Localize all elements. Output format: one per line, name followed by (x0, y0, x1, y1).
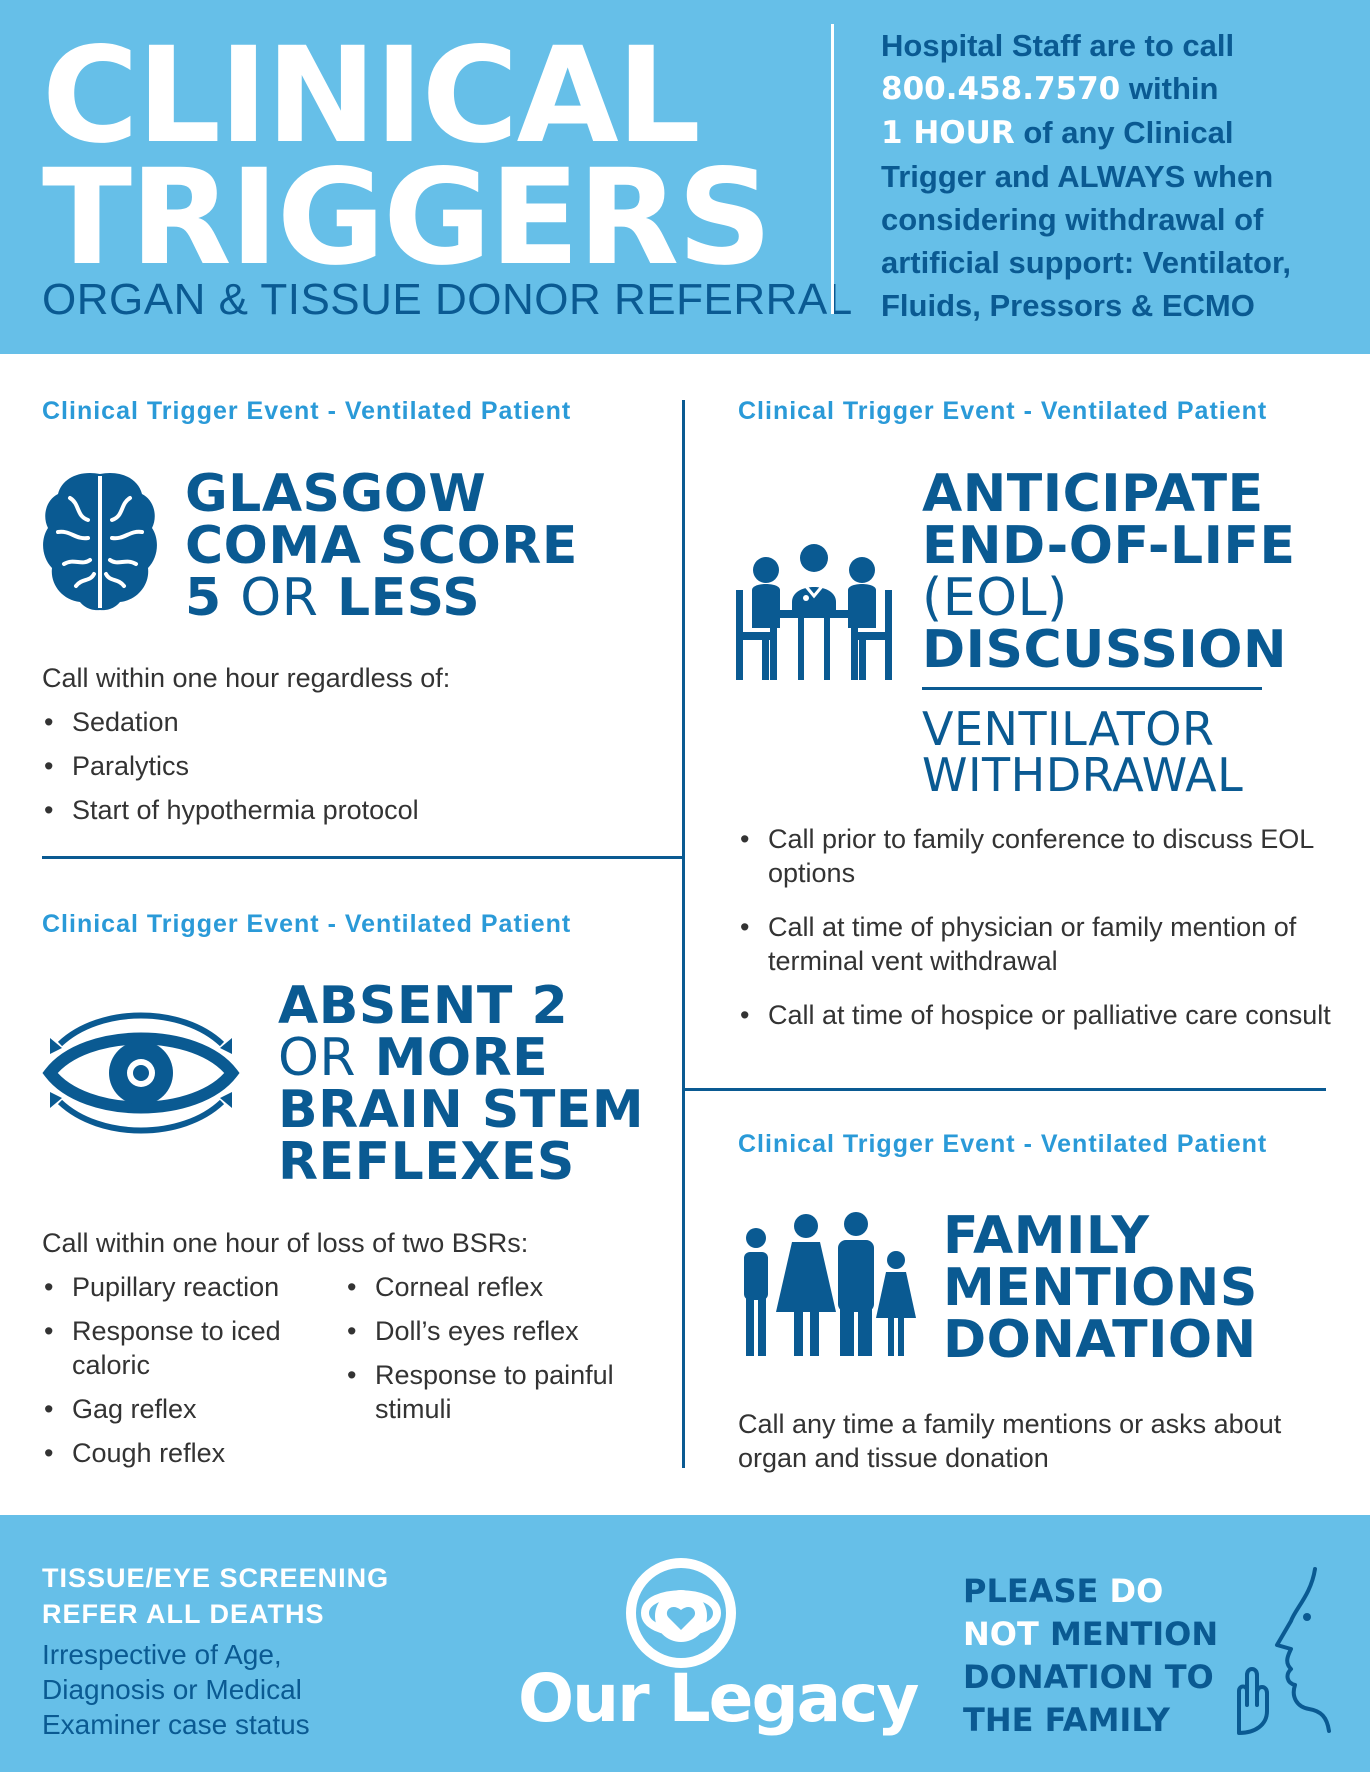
note-line-5: considering withdrawal of (881, 202, 1264, 237)
list-item: Start of hypothermia protocol (42, 793, 642, 827)
warn-line-1: PLEASE DO (963, 1570, 1223, 1613)
note-of-any: of any Clinical (1023, 115, 1234, 150)
eol-heading: ANTICIPATE END-OF-LIFE (EOL) DISCUSSION (922, 468, 1296, 676)
brainstem-heading-line-1: ABSENT 2 (278, 976, 569, 1036)
list-item: Response to iced caloric (42, 1314, 332, 1382)
glasgow-heading-line-3: 5 OR LESS (185, 572, 578, 624)
note-line-4: Trigger and ALWAYS when (881, 159, 1274, 194)
family-heading-line-1: FAMILY (943, 1206, 1150, 1266)
header-note: Hospital Staff are to call 800.458.7570 … (881, 24, 1341, 327)
list-item: Corneal reflex (345, 1270, 635, 1304)
family-heading: FAMILY MENTIONS DONATION (943, 1210, 1258, 1366)
list-item: Gag reflex (42, 1392, 332, 1426)
glasgow-five: 5 (185, 568, 222, 628)
glasgow-heading-line-2: COMA SCORE (185, 516, 578, 576)
glasgow-bullets: Sedation Paralytics Start of hypothermia… (42, 705, 642, 827)
list-item: Pupillary reaction (42, 1270, 332, 1304)
footer-screening: TISSUE/EYE SCREENING (42, 1563, 390, 1593)
list-item: Call at time of physician or family ment… (738, 910, 1338, 978)
center-divider (682, 400, 685, 1468)
family-conference-icon (736, 544, 892, 680)
brainstem-heading-line-3: BRAIN STEM (278, 1080, 645, 1140)
glasgow-or: OR (240, 568, 319, 628)
eol-bullets: Call prior to family conference to discu… (738, 822, 1338, 1032)
footer-banner: TISSUE/EYE SCREENING REFER ALL DEATHS Ir… (0, 1515, 1370, 1772)
logo-wordmark: Our Legacy (518, 1660, 919, 1737)
eol-heading-line-2: END-OF-LIFE (922, 516, 1296, 576)
note-line-2: 800.458.7570 within (881, 67, 1341, 111)
eol-heading-line-3: (EOL) (922, 568, 1068, 628)
warn-please: PLEASE (963, 1572, 1099, 1610)
eol-sub-line-1: VENTILATOR (922, 702, 1215, 756)
eol-tag: Clinical Trigger Event - Ventilated Pati… (738, 397, 1268, 425)
list-item: Cough reflex (42, 1436, 332, 1470)
warn-not: NOT (963, 1615, 1039, 1653)
eol-heading-line-4: DISCUSSION (922, 620, 1287, 680)
subtitle: ORGAN & TISSUE DONOR REFERRAL (42, 275, 853, 324)
eol-underline (922, 687, 1262, 690)
brainstem-intro: Call within one hour of loss of two BSRs… (42, 1228, 529, 1258)
brainstem-heading: ABSENT 2 OR MORE BRAIN STEM REFLEXES (278, 980, 644, 1188)
shush-face-icon (1237, 1567, 1331, 1735)
title-line-1: CLINICAL (42, 19, 701, 173)
glasgow-tag: Clinical Trigger Event - Ventilated Pati… (42, 397, 572, 425)
footer-warning: PLEASE DO NOT MENTION DONATION TO THE FA… (963, 1570, 1223, 1742)
right-section-divider (685, 1088, 1326, 1091)
list-item: Paralytics (42, 749, 642, 783)
warn-line-4: THE FAMILY (963, 1701, 1170, 1739)
brainstem-more: MORE (374, 1028, 549, 1088)
note-line-3: 1 HOUR of any Clinical (881, 111, 1341, 155)
list-item: Response to painful stimuli (345, 1358, 635, 1426)
left-section-divider (42, 856, 682, 859)
note-line-1: Hospital Staff are to call (881, 28, 1235, 63)
brainstem-bullets-left: Pupillary reaction Response to iced calo… (42, 1270, 332, 1470)
list-item: Doll’s eyes reflex (345, 1314, 635, 1348)
note-line-6: artificial support: Ventilator, (881, 245, 1291, 280)
our-legacy-logo-icon (626, 1558, 736, 1668)
glasgow-heading: GLASGOW COMA SCORE 5 OR LESS (185, 468, 578, 624)
warn-line-3: DONATION TO (963, 1658, 1214, 1696)
brainstem-tag: Clinical Trigger Event - Ventilated Pati… (42, 910, 572, 938)
title-line-2: TRIGGERS (42, 141, 772, 295)
one-hour: 1 HOUR (881, 115, 1015, 151)
brainstem-heading-line-2: OR MORE (278, 1032, 644, 1084)
footer-refer: REFER ALL DEATHS (42, 1599, 325, 1629)
glasgow-less: LESS (336, 568, 481, 628)
footer-irrespective: Irrespective of Age, Diagnosis or Medica… (42, 1639, 310, 1740)
header-divider (831, 24, 834, 314)
header-banner: CLINICAL TRIGGERS ORGAN & TISSUE DONOR R… (0, 0, 1370, 354)
family-tag: Clinical Trigger Event - Ventilated Pati… (738, 1130, 1268, 1158)
brainstem-heading-line-4: REFLEXES (278, 1132, 575, 1192)
warn-mention: MENTION (1049, 1615, 1219, 1653)
list-item: Sedation (42, 705, 642, 739)
note-line-7: Fluids, Pressors & ECMO (881, 288, 1255, 323)
phone-number: 800.458.7570 (881, 71, 1121, 107)
glasgow-heading-line-1: GLASGOW (185, 464, 487, 524)
list-item: Call prior to family conference to discu… (738, 822, 1338, 890)
warn-do: DO (1109, 1572, 1164, 1610)
family-icon (744, 1212, 916, 1356)
warn-line-2: NOT MENTION (963, 1613, 1223, 1656)
brainstem-or: OR (278, 1028, 357, 1088)
glasgow-intro: Call within one hour regardless of: (42, 663, 451, 693)
list-item: Call at time of hospice or palliative ca… (738, 998, 1338, 1032)
brain-icon (43, 472, 157, 611)
eol-sub-line-2: WITHDRAWAL (922, 748, 1244, 802)
family-heading-line-3: DONATION (943, 1310, 1257, 1370)
eol-heading-line-1: ANTICIPATE (922, 464, 1264, 524)
eol-subheading: VENTILATOR WITHDRAWAL (922, 706, 1243, 798)
family-body: Call any time a family mentions or asks … (738, 1409, 1282, 1473)
note-within: within (1128, 71, 1219, 106)
eye-icon (42, 1012, 240, 1134)
brainstem-bullets-right: Corneal reflex Doll’s eyes reflex Respon… (345, 1270, 635, 1426)
family-heading-line-2: MENTIONS (943, 1258, 1258, 1318)
